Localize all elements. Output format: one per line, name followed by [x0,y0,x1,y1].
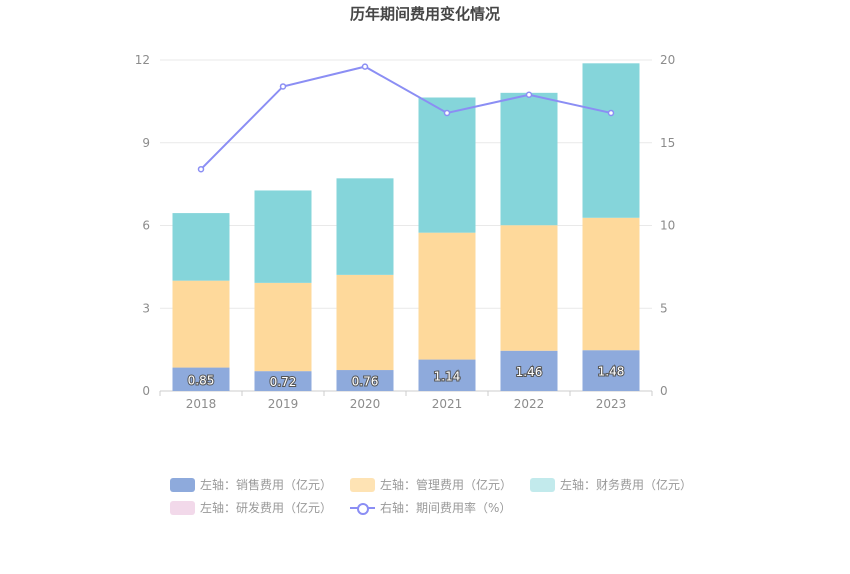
x-tick-label: 2020 [350,397,381,411]
rate-line-icon [350,501,376,515]
bar-segment [500,225,558,351]
admin-swatch [350,477,376,492]
legend-label-rate: 右轴：期间费用率（%） [380,501,512,515]
rate-line [200,65,612,170]
bar-data-label: 0.76 [352,375,379,389]
bar-segment [582,63,640,218]
bar-segment [418,232,476,360]
grid-layer [160,59,652,392]
bar-data-label: 1.46 [516,365,543,379]
rnd-swatch [170,500,195,515]
sales-swatch [170,477,195,492]
bar-segment [172,280,230,368]
legend-label-admin: 左轴：管理费用（亿元） [380,478,513,492]
rate-point [279,83,287,90]
rate-point [197,165,205,173]
bar-segment [500,92,558,226]
x-tick-label: 2022 [514,397,545,411]
chart: 0.85 0.72 0.76 1.14 1.46 1.48 036912051015202… [135,53,676,411]
legend-label-sales: 左轴：销售费用（亿元） [200,478,333,492]
rate-point [443,109,451,117]
rate-point [525,91,533,99]
y-right-tick-label: 15 [660,136,675,150]
y-left-tick-label: 12 [135,53,150,67]
y-left-tick-label: 3 [142,301,150,315]
chart-title: 历年期间费用变化情况 [349,5,500,23]
legend-item-rate[interactable]: 右轴：期间费用率（%） [350,499,511,516]
bar-segment [172,367,230,391]
y-right-tick-label: 5 [660,301,668,315]
bar-segment [336,370,394,391]
legend-item-admin[interactable]: 左轴：管理费用（亿元） [350,476,512,493]
bar-segment [500,350,558,391]
y-left-tick-label: 0 [142,384,150,398]
bar-segment [582,217,640,351]
bar-data-label: 1.48 [598,365,625,379]
line-layer [197,63,615,173]
bar-segment [336,178,394,275]
y-left-tick-label: 9 [142,136,150,150]
bar-data-label: 0.85 [188,373,215,387]
legend-label-rnd: 左轴：研发费用（亿元） [200,501,333,515]
legend-label-finance: 左轴：财务费用（亿元） [560,478,693,492]
bar-segment [418,359,476,391]
bar-segment [172,213,230,281]
x-tick-label: 2019 [268,397,299,411]
bar-segment [254,371,312,391]
bar-segment [254,190,312,283]
axis-layer: 0 3 6 9 12 0 5 10 15 20 2018 2019 2020 2021 2022 2023 [135,53,676,411]
x-tick-label: 2023 [596,397,627,411]
rate-point [361,63,369,70]
y-right-tick-label: 0 [660,384,668,398]
y-right-tick-label: 20 [660,53,675,67]
rate-point [607,109,615,117]
bar-data-label: 1.14 [434,369,461,383]
finance-swatch [530,477,556,492]
bar-segment [336,274,394,371]
legend: 左轴：销售费用（亿元） 左轴：管理费用（亿元） 左轴：财务费用（亿元） 左轴：研… [170,476,692,522]
x-tick-label: 2021 [432,397,463,411]
bars-layer: 0.85 0.72 0.76 1.14 1.46 1.48 [172,63,640,391]
bar-segment [582,350,640,391]
legend-item-sales[interactable]: 左轴：销售费用（亿元） [170,476,332,493]
bar-data-label: 0.72 [270,375,297,389]
bar-segment [418,97,476,233]
bar-segment [254,282,312,372]
x-tick-label: 2018 [186,397,217,411]
legend-item-finance[interactable]: 左轴：财务费用（亿元） [530,476,692,493]
y-right-tick-label: 10 [660,219,675,233]
y-left-tick-label: 6 [142,219,150,233]
legend-item-rnd[interactable]: 左轴：研发费用（亿元） [170,499,332,516]
